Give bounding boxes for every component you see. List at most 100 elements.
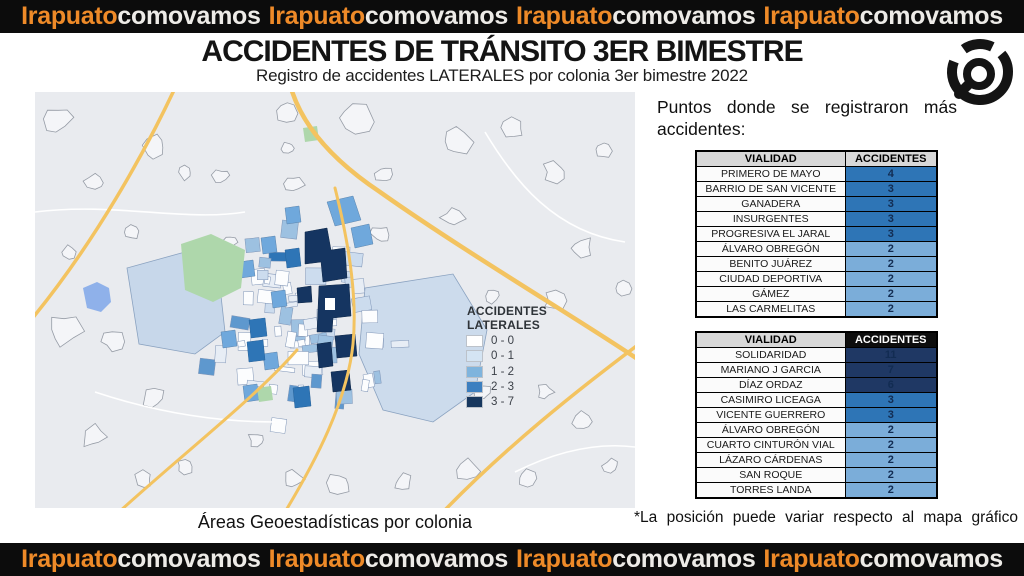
- accidentes-cell: 3: [844, 181, 938, 197]
- accidentes-cell: 3: [844, 226, 938, 242]
- accidentes-cell: 11: [844, 347, 938, 363]
- table-row: GÁMEZ 2: [695, 286, 938, 302]
- vialidad-cell: BENITO JUÁREZ: [695, 256, 846, 272]
- table-row: MARIANO J GARCIA 7: [695, 362, 938, 378]
- accidentes-cell: 2: [844, 241, 938, 257]
- legend-item: 0 - 1: [463, 350, 613, 363]
- legend-label: 0 - 1: [491, 350, 515, 363]
- table-row: BENITO JUÁREZ 2: [695, 256, 938, 272]
- table-row: SAN ROQUE 2: [695, 467, 938, 483]
- page-subtitle: Registro de accidentes LATERALES por col…: [256, 66, 748, 85]
- legend-label: 1 - 2: [491, 365, 515, 378]
- table-row: GANADERA 3: [695, 196, 938, 212]
- vialidad-cell: SOLIDARIDAD: [695, 347, 846, 363]
- table-row: PRIMERO DE MAYO 4: [695, 166, 938, 182]
- legend-item: 3 - 7: [463, 395, 613, 408]
- banner-brand-text: Irapuatocomovamos: [268, 2, 509, 30]
- vialidad-cell: BARRIO DE SAN VICENTE: [695, 181, 846, 197]
- table-row: DÍAZ ORDAZ 6: [695, 377, 938, 393]
- map-dark-cluster: [296, 227, 358, 393]
- legend-title: ACCIDENTES LATERALES: [467, 304, 548, 332]
- table-row: ÁLVARO OBREGÓN 2: [695, 422, 938, 438]
- table-row: VICENTE GUERRERO 3: [695, 407, 938, 423]
- accidentes-cell: 2: [844, 437, 938, 453]
- accidentes-cell: 3: [844, 407, 938, 423]
- vialidad-cell: ÁLVARO OBREGÓN: [695, 241, 846, 257]
- accidents-table-1: VIALIDAD ACCIDENTES PRIMERO DE MAYO 4 BARRIO…: [695, 150, 938, 318]
- page-title: ACCIDENTES DE TRÁNSITO 3ER BIMESTRE: [201, 35, 803, 68]
- col-header-accidentes: ACCIDENTES: [844, 331, 938, 348]
- col-header-accidentes: ACCIDENTES: [844, 150, 938, 167]
- accidentes-cell: 2: [844, 482, 938, 499]
- banner-brand-text: Irapuatocomovamos: [21, 545, 261, 573]
- intro-text: Puntos donde se registraron más accident…: [657, 97, 957, 140]
- minor-roads: [35, 131, 635, 473]
- vialidad-cell: INSURGENTES: [695, 211, 846, 227]
- lake: [83, 282, 111, 312]
- accidentes-cell: 2: [844, 256, 938, 272]
- accidentes-cell: 3: [844, 211, 938, 227]
- banner-brand-text: Irapuatocomovamos: [763, 2, 1003, 30]
- accidentes-cell: 2: [844, 422, 938, 438]
- legend-label: 2 - 3: [491, 380, 515, 393]
- legend-items: 0 - 0 0 - 1 1 - 2 2 - 3 3 - 7: [463, 335, 613, 408]
- legend-swatch: [466, 380, 483, 393]
- vialidad-cell: LAS CARMELITAS: [695, 301, 846, 318]
- footnote: *La posición puede variar respecto al ma…: [634, 509, 1018, 526]
- vialidad-cell: CIUDAD DEPORTIVA: [695, 271, 846, 287]
- vialidad-cell: TORRES LANDA: [695, 482, 846, 499]
- vialidad-cell: DÍAZ ORDAZ: [695, 377, 846, 393]
- legend-item: 1 - 2: [463, 365, 613, 378]
- map-caption: Áreas Geoestadísticas por colonia: [197, 512, 473, 532]
- city-map: ACCIDENTES LATERALES 0 - 0 0 - 1 1 - 2 2 - …: [35, 92, 635, 508]
- vialidad-cell: LÁZARO CÁRDENAS: [695, 452, 846, 468]
- accidentes-cell: 2: [844, 452, 938, 468]
- table-row: BARRIO DE SAN VICENTE 3: [695, 181, 938, 197]
- table-row: SOLIDARIDAD 11: [695, 347, 938, 363]
- legend-label: 3 - 7: [491, 395, 515, 408]
- accidentes-cell: 4: [844, 166, 938, 182]
- table-row: PROGRESIVA EL JARAL 3: [695, 226, 938, 242]
- col-header-vialidad: VIALIDAD: [695, 150, 846, 167]
- table-row: LÁZARO CÁRDENAS 2: [695, 452, 938, 468]
- table-row: TORRES LANDA 2: [695, 482, 938, 499]
- table-header-row: VIALIDAD ACCIDENTES: [695, 331, 938, 348]
- accidentes-cell: 7: [844, 362, 938, 378]
- vialidad-cell: SAN ROQUE: [695, 467, 846, 483]
- vialidad-cell: VICENTE GUERRERO: [695, 407, 846, 423]
- vialidad-cell: CUARTO CINTURÓN VIAL: [695, 437, 846, 453]
- vialidad-cell: GANADERA: [695, 196, 846, 212]
- legend-label: 0 - 0: [491, 335, 515, 348]
- table-row: INSURGENTES 3: [695, 211, 938, 227]
- banner-brand-text: Irapuatocomovamos: [268, 545, 509, 573]
- legend-swatch: [466, 395, 483, 408]
- accidentes-cell: 2: [844, 271, 938, 287]
- accidentes-cell: 3: [844, 196, 938, 212]
- irapuato-como-vamos-logo-icon: [947, 39, 1013, 105]
- table-row: ÁLVARO OBREGÓN 2: [695, 241, 938, 257]
- accidentes-cell: 2: [844, 301, 938, 318]
- accidentes-cell: 2: [844, 467, 938, 483]
- park-areas: [181, 126, 319, 402]
- accidentes-cell: 6: [844, 377, 938, 393]
- table-row: CUARTO CINTURÓN VIAL 2: [695, 437, 938, 453]
- choropleth-map: [35, 92, 635, 508]
- accidents-table-2: VIALIDAD ACCIDENTES SOLIDARIDAD 11 MARIANO J…: [695, 331, 938, 499]
- table-row: LAS CARMELITAS 2: [695, 301, 938, 318]
- vialidad-cell: ÁLVARO OBREGÓN: [695, 422, 846, 438]
- legend-swatch: [466, 365, 483, 378]
- accidentes-cell: 3: [844, 392, 938, 408]
- banner-brand-text: Irapuatocomovamos: [516, 545, 756, 573]
- table-header-row: VIALIDAD ACCIDENTES: [695, 150, 938, 167]
- map-strong-regions: [246, 247, 312, 409]
- table-row: CIUDAD DEPORTIVA 2: [695, 271, 938, 287]
- col-header-vialidad: VIALIDAD: [695, 331, 846, 348]
- highways: [35, 92, 635, 508]
- table-row: CASIMIRO LICEAGA 3: [695, 392, 938, 408]
- vialidad-cell: PRIMERO DE MAYO: [695, 166, 846, 182]
- vialidad-cell: MARIANO J GARCIA: [695, 362, 846, 378]
- top-banner: Irapuatocomovamos Irapuatocomovamos Irapua…: [0, 0, 1024, 33]
- accidentes-cell: 2: [844, 286, 938, 302]
- banner-brand-text: Irapuatocomovamos: [21, 2, 261, 30]
